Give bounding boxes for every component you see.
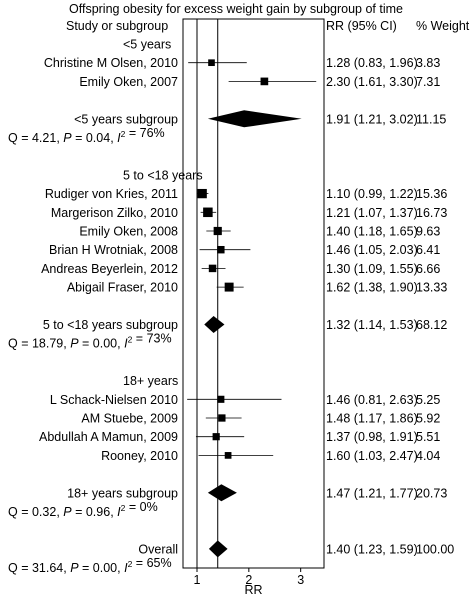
weight-value: 6.66 (416, 262, 440, 276)
study-label: AM Stuebe, 2009 (81, 412, 178, 426)
subtotal-label: 5 to <18 years subgroup (43, 318, 178, 332)
weight-value: 11.15 (416, 112, 446, 126)
study-estimate-marker (208, 59, 215, 67)
study-label: L Schack-Nielsen 2010 (50, 393, 178, 407)
pooled-estimate-diamond (208, 540, 228, 558)
rr-ci-value: 1.48 (1.17, 1.86) (326, 412, 418, 426)
x-axis-tick-label: 3 (297, 573, 304, 587)
weight-value: 20.73 (416, 486, 447, 500)
plot-frame (182, 18, 325, 569)
weight-value: 5.51 (416, 430, 440, 444)
header-rr: RR (95% CI) (326, 19, 397, 33)
study-estimate-marker (213, 226, 222, 236)
x-axis-label: RR (244, 583, 262, 597)
rr-ci-value: 1.28 (0.83, 1.96) (326, 56, 418, 70)
study-estimate-marker (217, 245, 225, 254)
study-label: Margerison Zilko, 2010 (51, 206, 178, 220)
study-estimate-marker (217, 395, 225, 403)
header-weight: % Weight (416, 19, 470, 33)
study-label: Andreas Beyerlein, 2012 (41, 262, 178, 276)
weight-value: 9.63 (416, 225, 440, 239)
weight-value: 100.00 (416, 542, 454, 556)
weight-value: 4.04 (416, 449, 440, 463)
subgroup-heading: 18+ years (123, 374, 178, 388)
rr-ci-value: 2.30 (1.61, 3.30) (326, 75, 418, 89)
weight-value: 3.83 (416, 56, 440, 70)
study-label: Emily Oken, 2007 (79, 75, 178, 89)
pooled-estimate-diamond (207, 110, 302, 128)
study-label: Rudiger von Kries, 2011 (45, 187, 178, 201)
header-study: Study or subgroup (66, 19, 168, 33)
study-label: Emily Oken, 2008 (79, 225, 178, 239)
study-estimate-marker (224, 452, 232, 459)
subgroup-heading: 5 to <18 years (123, 168, 203, 182)
study-label: Christine M Olsen, 2010 (44, 56, 178, 70)
pooled-estimate-diamond (204, 316, 225, 333)
heterogeneity-stats: Q = 4.21, P = 0.04, I2 = 76% (8, 126, 165, 145)
weight-value: 7.31 (416, 75, 440, 89)
rr-ci-value: 1.40 (1.23, 1.59) (326, 542, 418, 556)
subgroup-heading: <5 years (123, 38, 171, 52)
heterogeneity-stats: Q = 18.79, P = 0.00, I2 = 73% (8, 332, 172, 351)
subtotal-label: Overall (138, 542, 178, 556)
weight-value: 15.36 (416, 187, 447, 201)
weight-value: 6.41 (416, 243, 440, 257)
rr-ci-value: 1.37 (0.98, 1.91) (326, 430, 418, 444)
rr-ci-value: 1.60 (1.03, 2.47) (326, 449, 418, 463)
rr-ci-value: 1.91 (1.21, 3.02) (326, 112, 418, 126)
study-label: Rooney, 2010 (101, 449, 178, 463)
x-axis-tick-label: 2 (245, 573, 252, 587)
subtotal-label: 18+ years subgroup (67, 486, 178, 500)
study-estimate-marker (218, 414, 226, 422)
study-label: Abigail Fraser, 2010 (67, 281, 178, 295)
study-estimate-marker (208, 264, 217, 273)
weight-value: 5.92 (416, 412, 440, 426)
weight-value: 68.12 (416, 318, 447, 332)
rr-ci-value: 1.32 (1.14, 1.53) (326, 318, 418, 332)
heterogeneity-stats: Q = 0.32, P = 0.96, I2 = 0% (8, 500, 158, 519)
pooled-estimate-diamond (207, 484, 237, 502)
study-estimate-marker (224, 282, 234, 292)
study-estimate-marker (197, 188, 207, 199)
heterogeneity-stats: Q = 31.64, P = 0.00, I2 = 65% (8, 556, 172, 575)
study-estimate-marker (260, 77, 269, 86)
rr-ci-value: 1.46 (1.05, 2.03) (326, 243, 418, 257)
rr-ci-value: 1.47 (1.21, 1.77) (326, 486, 418, 500)
rr-ci-value: 1.10 (0.99, 1.22) (326, 187, 418, 201)
rr-ci-value: 1.62 (1.38, 1.90) (326, 281, 418, 295)
weight-value: 16.73 (416, 206, 447, 220)
subtotal-label: <5 years subgroup (74, 112, 178, 126)
rr-ci-value: 1.21 (1.07, 1.37) (326, 206, 418, 220)
chart-title: Offspring obesity for excess weight gain… (69, 2, 403, 16)
study-label: Brian H Wrotniak, 2008 (49, 243, 178, 257)
rr-ci-value: 1.40 (1.18, 1.65) (326, 225, 418, 239)
study-label: Abdullah A Mamun, 2009 (39, 430, 178, 444)
rr-ci-value: 1.30 (1.09, 1.55) (326, 262, 418, 276)
weight-value: 5.25 (416, 393, 440, 407)
x-axis-tick-label: 1 (194, 573, 201, 587)
rr-ci-value: 1.46 (0.81, 2.63) (326, 393, 418, 407)
weight-value: 13.33 (416, 281, 447, 295)
study-estimate-marker (203, 207, 213, 218)
study-estimate-marker (212, 433, 220, 441)
